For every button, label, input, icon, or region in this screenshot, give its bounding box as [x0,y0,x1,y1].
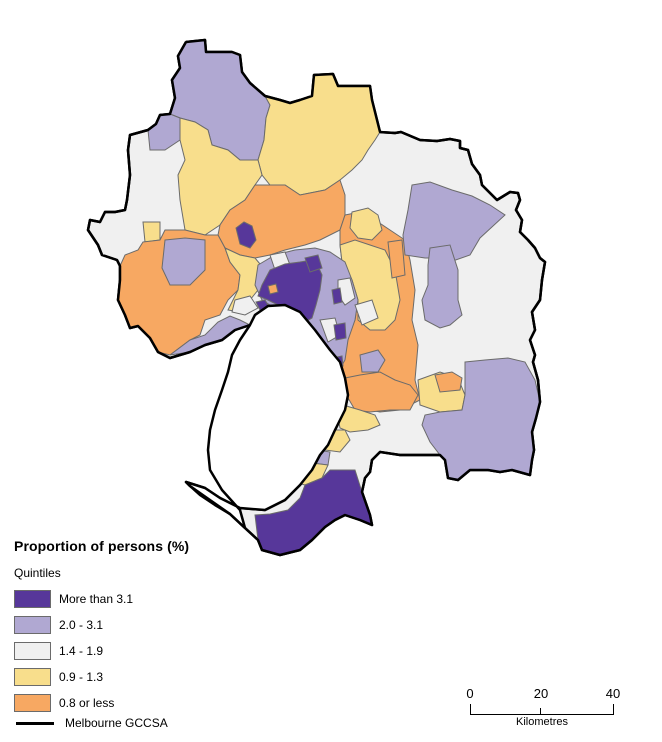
legend-label: More than 3.1 [59,592,134,606]
map-region [402,181,506,263]
scale-tick-label: 0 [466,686,474,701]
legend-swatch [14,616,51,634]
scale-mid-tick [540,708,541,715]
legend-swatch [14,694,51,712]
legend-swatch [14,590,51,608]
legend-item: 0.9 - 1.3 [14,664,189,690]
map-region [235,221,257,249]
scale-bar-line [470,704,614,715]
boundary-line-icon [16,721,54,725]
scale-tick-label: 40 [605,686,621,701]
map-region [333,322,347,341]
map-region [267,283,279,295]
map-region [349,207,383,241]
legend-label: 0.9 - 1.3 [59,670,104,684]
map-region [387,239,406,279]
legend-title: Proportion of persons (%) [14,538,190,554]
map-region [304,254,323,273]
legend-label: 1.4 - 1.9 [59,644,104,658]
legend-label: Melbourne GCCSA [65,716,168,730]
map-region [354,299,379,326]
map-region [161,237,206,286]
map-region [142,221,161,243]
scale-bar: 0 20 40 Kilometres [462,686,622,736]
legend-label: 0.8 or less [59,696,115,710]
map-region [231,295,259,316]
scale-unit-label: Kilometres [516,716,568,728]
legend-subtitle: Quintiles [14,566,61,580]
map-region [331,287,343,305]
legend-label: 2.0 - 3.1 [59,618,104,632]
legend-item: 2.0 - 3.1 [14,612,189,638]
map-region [421,244,463,329]
legend-item: 1.4 - 1.9 [14,638,189,664]
legend-item: More than 3.1 [14,586,189,612]
map-legend: Proportion of persons (%) Quintiles More… [14,538,189,732]
map-region [359,349,386,373]
legend-item: 0.8 or less [14,690,189,716]
legend-swatch [14,642,51,660]
melbourne-gccsa-boundary [86,38,547,557]
scale-tick-label: 20 [533,686,549,701]
map-region [434,371,463,393]
port-phillip-bay [184,303,350,530]
legend-swatch [14,668,51,686]
legend-boundary-item: Melbourne GCCSA [14,714,189,732]
